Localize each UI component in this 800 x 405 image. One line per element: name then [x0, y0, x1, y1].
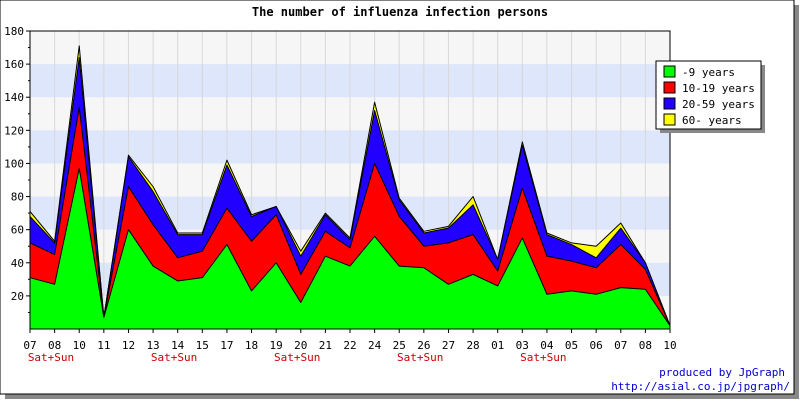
y-tick-label: 60: [11, 224, 24, 237]
x-tick-label: 01: [491, 339, 504, 352]
x-tick-label: 27: [442, 339, 455, 352]
x-tick-label: 26: [417, 339, 430, 352]
chart-title: The number of influenza infection person…: [252, 5, 548, 19]
x-tick-label: 08: [48, 339, 61, 352]
y-tick-label: 80: [11, 191, 24, 204]
legend-label: -9 years: [682, 66, 735, 79]
legend: -9 years 10-19 years 20-59 years 60- years: [655, 60, 765, 133]
legend-label: 20-59 years: [682, 98, 755, 111]
y-tick-label: 120: [4, 124, 24, 137]
weekend-label: Sat+Sun: [520, 351, 566, 364]
weekend-label: Sat+Sun: [151, 351, 197, 364]
weekend-label: Sat+Sun: [274, 351, 320, 364]
x-tick-label: 19: [270, 339, 283, 352]
x-tick-label: 24: [368, 339, 382, 352]
stacked-areas: [29, 45, 671, 330]
x-tick-label: 10: [73, 339, 86, 352]
y-tick-label: 140: [4, 91, 24, 104]
x-tick-label: 28: [466, 339, 479, 352]
x-tick-label: 03: [516, 339, 529, 352]
x-tick-label: 21: [319, 339, 332, 352]
x-tick-label: 08: [639, 339, 652, 352]
weekend-label: Sat+Sun: [397, 351, 443, 364]
legend-swatch: [663, 97, 676, 110]
legend-swatch: [663, 81, 676, 94]
x-tick-label: 12: [122, 339, 135, 352]
y-tick-label: 180: [4, 25, 24, 38]
footer-produced-by: produced by JpGraph: [659, 366, 785, 379]
legend-swatch: [663, 65, 676, 78]
x-tick-label: 11: [97, 339, 110, 352]
x-tick-label: 25: [393, 339, 406, 352]
x-tick-label: 18: [245, 339, 258, 352]
x-tick-label: 14: [171, 339, 185, 352]
x-tick-label: 04: [540, 339, 554, 352]
x-tick-label: 07: [23, 339, 36, 352]
x-tick-label: 05: [565, 339, 578, 352]
x-tick-label: 13: [146, 339, 159, 352]
x-tick-label: 10: [663, 339, 676, 352]
y-tick-label: 100: [4, 157, 24, 170]
legend-label: 60- years: [682, 114, 742, 127]
x-tick-label: 20: [294, 339, 307, 352]
x-tick-label: 06: [590, 339, 603, 352]
y-axis: 20 40 60 80 100 120 140 160 180: [4, 25, 30, 313]
x-tick-label: 17: [220, 339, 233, 352]
area-series-9-years: [29, 167, 671, 330]
x-axis: 07 08 10 11 12 13 14 15 17 18 19 20 21 22 24 25 26 27 28 01…: [23, 329, 677, 364]
y-tick-label: 20: [11, 290, 24, 303]
y-tick-label: 160: [4, 58, 24, 71]
legend-swatch: [663, 113, 676, 126]
weekend-label: Sat+Sun: [28, 351, 74, 364]
x-tick-label: 15: [196, 339, 209, 352]
legend-label: 10-19 years: [682, 82, 755, 95]
footer-url: http://asial.co.jp/jpgraph/: [611, 380, 790, 393]
x-tick-label: 22: [343, 339, 356, 352]
x-tick-label: 07: [614, 339, 627, 352]
y-tick-label: 40: [11, 257, 24, 270]
